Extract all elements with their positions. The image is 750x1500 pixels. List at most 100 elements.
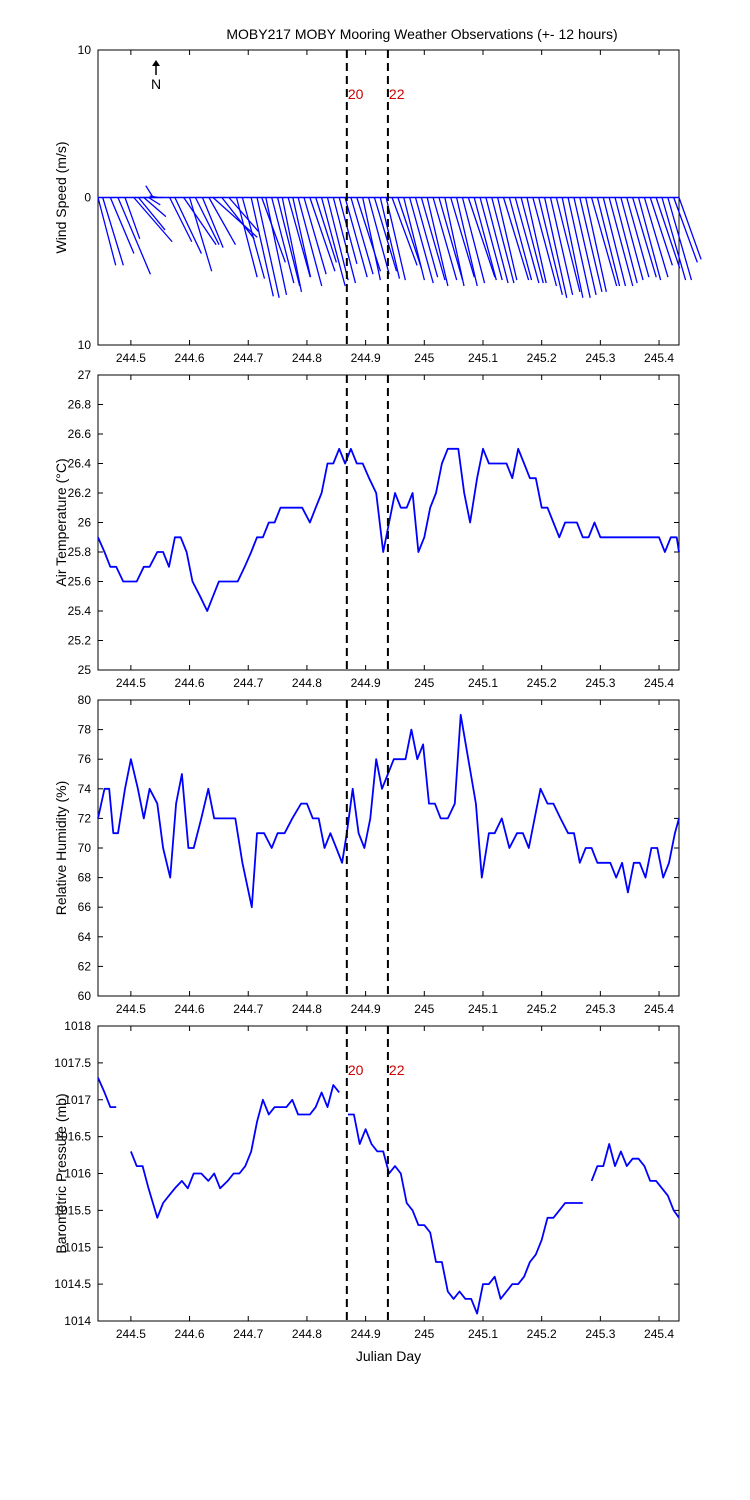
wind-vector bbox=[235, 197, 258, 278]
y-tick-label: 1018 bbox=[64, 1019, 91, 1033]
north-label: N bbox=[151, 76, 161, 92]
wind-vector bbox=[303, 197, 327, 275]
y-tick-label: 74 bbox=[78, 782, 92, 796]
wind-vector bbox=[373, 197, 398, 272]
x-tick-label: 244.9 bbox=[351, 351, 381, 365]
series-line bbox=[97, 713, 680, 909]
wind-vector bbox=[124, 197, 141, 240]
wind-vector bbox=[143, 197, 167, 218]
y-tick-label: 64 bbox=[78, 930, 92, 944]
y-tick-label: 25 bbox=[78, 663, 92, 677]
y-tick-label: 1014 bbox=[64, 1314, 91, 1328]
wind-vector bbox=[543, 197, 568, 298]
y-tick-label: 70 bbox=[78, 841, 92, 855]
y-tick-label: 26.4 bbox=[68, 457, 92, 471]
x-tick-label: 245.3 bbox=[585, 1327, 615, 1341]
y-tick-label: 27 bbox=[78, 368, 92, 382]
y-tick-label: 25.6 bbox=[68, 575, 92, 589]
y-tick-label: 1017.5 bbox=[54, 1056, 91, 1070]
wind-vector bbox=[320, 197, 346, 287]
wind-vector bbox=[626, 197, 650, 278]
y-tick-label: 25.4 bbox=[68, 604, 92, 618]
wind-vector bbox=[326, 197, 349, 281]
wind-vector bbox=[297, 197, 323, 287]
y-tick-label: 78 bbox=[78, 723, 92, 737]
wind-vector bbox=[208, 197, 237, 246]
y-tick-label: 68 bbox=[78, 871, 92, 885]
chart-panel-4: 244.5 244.6 244.7 244.8 244.9 245 245.1 245.2 24… bbox=[53, 1019, 680, 1364]
chart-panel-1: 244.5 244.6 244.7 244.8 244.9 245 245.1 245.2 24… bbox=[53, 43, 702, 365]
wind-vector bbox=[276, 197, 301, 287]
event-marker-label: 22 bbox=[389, 86, 405, 102]
wind-vector bbox=[169, 197, 193, 243]
x-tick-label: 244.7 bbox=[233, 1327, 263, 1341]
wind-vector bbox=[265, 197, 288, 295]
x-tick-label: 245.2 bbox=[527, 676, 557, 690]
wind-vector bbox=[332, 197, 357, 284]
figure-title: MOBY217 MOBY Mooring Weather Observation… bbox=[226, 26, 617, 42]
wind-vector bbox=[555, 197, 581, 293]
x-tick-label: 244.9 bbox=[351, 1002, 381, 1016]
x-tick-label: 245.2 bbox=[527, 1327, 557, 1341]
wind-vector bbox=[309, 197, 336, 272]
event-marker-label: 22 bbox=[389, 1062, 405, 1078]
wind-vector bbox=[403, 197, 426, 281]
x-tick-label: 244.7 bbox=[233, 676, 263, 690]
wind-vector bbox=[637, 197, 662, 281]
y-tick-label: 76 bbox=[78, 752, 92, 766]
wind-vector bbox=[281, 197, 303, 293]
y-axis-label: Air Temperature (°C) bbox=[53, 458, 69, 586]
wind-vector bbox=[426, 197, 449, 287]
wind-vector bbox=[385, 197, 406, 281]
wind-vector bbox=[315, 197, 337, 263]
y-tick-label: 1015.5 bbox=[54, 1203, 91, 1217]
x-tick-label: 245.4 bbox=[644, 1002, 674, 1016]
wind-vector bbox=[549, 197, 574, 295]
wind-vector bbox=[344, 197, 368, 278]
series-line bbox=[590, 1143, 680, 1219]
x-tick-label: 244.6 bbox=[175, 676, 205, 690]
wind-vector bbox=[497, 197, 518, 281]
wind-vector bbox=[221, 197, 255, 240]
wind-vector bbox=[338, 197, 358, 265]
wind-vector bbox=[271, 197, 295, 284]
y-tick-label: 26.2 bbox=[68, 486, 92, 500]
y-tick-label: 25.8 bbox=[68, 545, 92, 559]
wind-vector bbox=[379, 197, 401, 279]
y-tick-label: 1017 bbox=[64, 1093, 91, 1107]
wind-vector bbox=[432, 197, 458, 281]
wind-vector bbox=[461, 197, 486, 284]
chart-panel-3: 244.5 244.6 244.7 244.8 244.9 245 245.1 245.2 24… bbox=[53, 693, 680, 1016]
y-tick-label: 10 bbox=[78, 338, 92, 352]
y-tick-label: 1016 bbox=[64, 1167, 91, 1181]
wind-vector bbox=[261, 197, 286, 263]
x-tick-label: 244.5 bbox=[116, 1327, 146, 1341]
wind-vector bbox=[397, 197, 423, 269]
wind-vector bbox=[491, 197, 515, 284]
x-tick-label: 244.5 bbox=[116, 1002, 146, 1016]
x-tick-label: 244.6 bbox=[175, 1327, 205, 1341]
wind-vector bbox=[256, 197, 280, 298]
x-tick-label: 244.8 bbox=[292, 1002, 322, 1016]
wind-vector bbox=[362, 197, 382, 281]
wind-vector bbox=[532, 197, 558, 287]
wind-vector bbox=[292, 197, 312, 278]
y-tick-label: 26.8 bbox=[68, 398, 92, 412]
y-tick-label: 1015 bbox=[64, 1240, 91, 1254]
wind-vector bbox=[661, 197, 687, 281]
x-tick-label: 245.1 bbox=[468, 676, 498, 690]
x-tick-label: 244.8 bbox=[292, 351, 322, 365]
wind-vector bbox=[614, 197, 638, 284]
x-tick-label: 245 bbox=[414, 351, 434, 365]
x-tick-label: 245.1 bbox=[468, 351, 498, 365]
x-axis-label: Julian Day bbox=[356, 1348, 421, 1364]
y-axis-label: Wind Speed (m/s) bbox=[53, 141, 69, 253]
event-marker-label: 20 bbox=[348, 1062, 364, 1078]
wind-vector bbox=[420, 197, 446, 281]
wind-vector bbox=[508, 197, 533, 281]
wind-vector bbox=[455, 197, 478, 287]
wind-vector bbox=[287, 197, 311, 278]
x-tick-label: 245.1 bbox=[468, 1327, 498, 1341]
y-tick-label: 1014.5 bbox=[54, 1277, 91, 1291]
wind-vector bbox=[643, 197, 669, 278]
